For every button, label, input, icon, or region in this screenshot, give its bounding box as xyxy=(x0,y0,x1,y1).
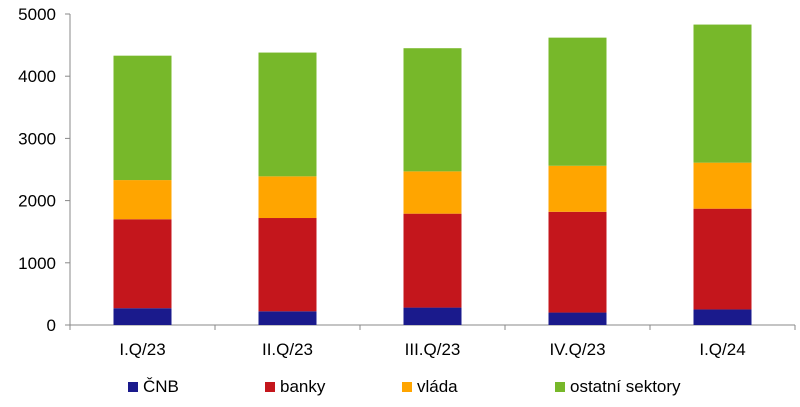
x-axis: I.Q/23 II.Q/23 III.Q/23 IV.Q/23 I.Q/24 xyxy=(69,324,796,359)
y-axis: 0 1000 2000 3000 4000 5000 xyxy=(18,5,71,335)
legend-item: ČNB xyxy=(128,377,179,396)
x-tick-label: IV.Q/23 xyxy=(549,340,605,359)
bar-stack xyxy=(258,52,317,325)
bar-stack xyxy=(113,55,172,325)
legend-label: ČNB xyxy=(143,377,179,396)
bar-segment xyxy=(258,218,317,312)
legend-label: vláda xyxy=(417,377,458,396)
bar-segment xyxy=(113,55,172,181)
bar-segment xyxy=(548,211,607,313)
y-tick-label: 4000 xyxy=(18,67,56,86)
bar-segment xyxy=(548,312,607,325)
bar-stack xyxy=(548,37,607,325)
y-tick-label: 2000 xyxy=(18,192,56,211)
bar-segment xyxy=(548,165,607,212)
legend-swatch xyxy=(555,382,565,392)
legend-item: ostatní sektory xyxy=(555,377,681,396)
legend-item: vláda xyxy=(402,377,458,396)
bar-segment xyxy=(113,308,172,325)
bar-segment xyxy=(258,52,317,177)
legend-label: banky xyxy=(280,377,326,396)
bar-segment xyxy=(113,219,172,309)
bar-segment xyxy=(693,309,752,325)
bar-stack xyxy=(693,24,752,325)
legend-swatch xyxy=(265,382,275,392)
y-tick-label: 5000 xyxy=(18,5,56,24)
x-tick-label: I.Q/24 xyxy=(699,340,745,359)
x-tick-label: I.Q/23 xyxy=(119,340,165,359)
bar-segment xyxy=(113,180,172,220)
bar-stacks xyxy=(113,24,752,325)
bar-segment xyxy=(403,213,462,308)
bar-segment xyxy=(693,162,752,209)
legend-label: ostatní sektory xyxy=(570,377,681,396)
y-tick-label: 3000 xyxy=(18,129,56,148)
bar-segment xyxy=(403,171,462,214)
y-tick-label: 1000 xyxy=(18,254,56,273)
bar-segment xyxy=(403,307,462,325)
bar-segment xyxy=(403,48,462,172)
bar-segment xyxy=(548,37,607,166)
legend-item: banky xyxy=(265,377,326,396)
legend-swatch xyxy=(402,382,412,392)
bar-segment xyxy=(258,311,317,325)
legend: ČNB banky vláda ostatní sektory xyxy=(128,377,681,396)
legend-swatch xyxy=(128,382,138,392)
x-tick-label: II.Q/23 xyxy=(262,340,313,359)
bar-segment xyxy=(693,24,752,163)
x-tick-label: III.Q/23 xyxy=(405,340,461,359)
bar-stack xyxy=(403,48,462,325)
y-tick-label: 0 xyxy=(47,316,56,335)
bar-segment xyxy=(258,176,317,219)
bar-segment xyxy=(693,208,752,310)
